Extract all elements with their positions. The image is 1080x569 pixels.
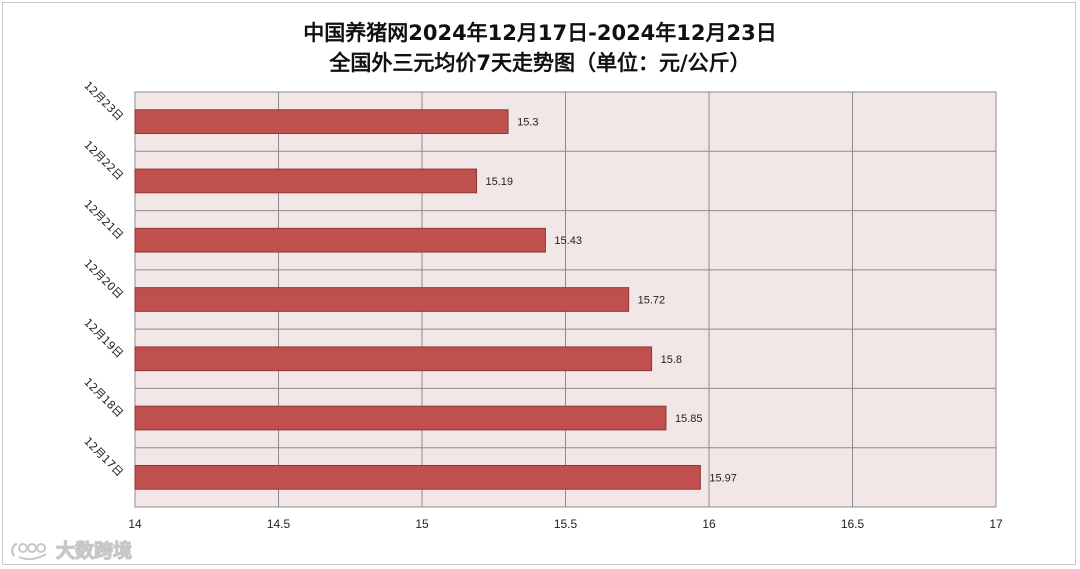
chart-title-line1: 中国养猪网2024年12月17日-2024年12月23日 xyxy=(303,21,777,45)
value-label: 15.43 xyxy=(554,235,582,247)
value-label: 15.3 xyxy=(517,117,538,129)
x-tick-label: 17 xyxy=(989,517,1003,531)
category-label: 12月20日 xyxy=(81,257,126,302)
category-label: 12月17日 xyxy=(81,435,126,480)
chart-title: 中国养猪网2024年12月17日-2024年12月23日 全国外三元均价7天走势… xyxy=(0,18,1080,78)
value-label: 15.8 xyxy=(661,354,682,366)
bar xyxy=(134,287,630,312)
watermark-text: 大数跨境 xyxy=(55,540,133,563)
x-tick-label: 15 xyxy=(415,517,429,531)
bar xyxy=(134,465,701,490)
bar xyxy=(134,346,653,372)
value-label: 15.72 xyxy=(638,295,666,307)
category-label: 12月23日 xyxy=(81,79,126,124)
bar xyxy=(134,109,509,134)
x-tick-label: 16 xyxy=(702,517,716,531)
category-label: 12月19日 xyxy=(81,316,126,361)
x-tick-label: 14 xyxy=(128,517,142,531)
x-tick-label: 16.5 xyxy=(841,517,865,531)
bar xyxy=(134,405,667,431)
category-label: 12月21日 xyxy=(81,197,126,242)
watermark: 大数跨境 xyxy=(10,536,133,563)
value-label: 15.97 xyxy=(709,472,737,484)
value-label: 15.85 xyxy=(675,413,703,425)
value-label: 15.19 xyxy=(486,176,514,188)
category-label: 12月22日 xyxy=(81,138,126,183)
watermark-logo-icon xyxy=(11,542,47,560)
category-label: 12月18日 xyxy=(81,375,126,420)
x-tick-label: 15.5 xyxy=(554,517,578,531)
bar xyxy=(134,227,546,253)
bar xyxy=(134,168,478,194)
x-tick-label: 14.5 xyxy=(267,517,291,531)
chart-title-line2: 全国外三元均价7天走势图（单位：元/公斤） xyxy=(329,51,751,75)
